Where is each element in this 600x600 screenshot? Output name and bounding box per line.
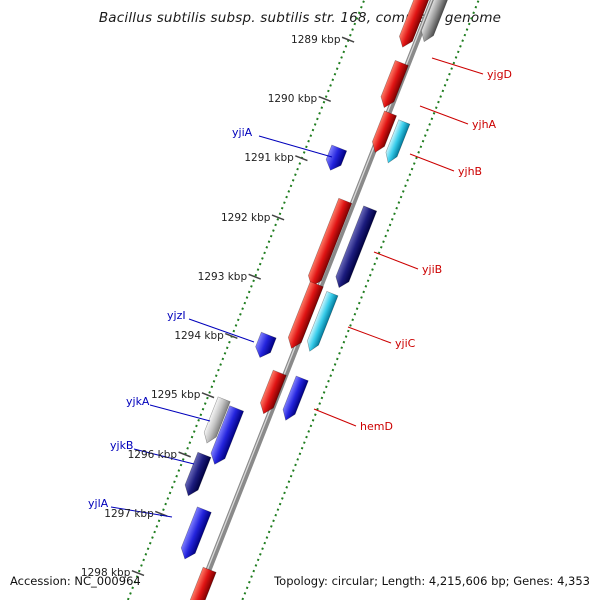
gene-arrow-yjkA[interactable]	[201, 396, 231, 445]
leader-line-yjhB	[409, 153, 455, 172]
gene-label-yjzI[interactable]: yjzI	[167, 309, 186, 322]
gene-label-hemD[interactable]: hemD	[360, 420, 393, 433]
leader-line-yjiA	[258, 135, 333, 158]
topology-text: Topology: circular; Length: 4,215,606 bp…	[274, 574, 590, 588]
gene-arrow-hemD[interactable]	[257, 369, 287, 416]
ruler-tick	[225, 332, 238, 340]
ruler-label: 1292 kbp	[221, 211, 271, 224]
genome-track	[108, 0, 489, 600]
gene-label-yjhA[interactable]: yjhA	[472, 118, 497, 131]
ruler-tick	[131, 569, 145, 577]
status-bar: Accession: NC_000964 Topology: circular;…	[0, 574, 600, 588]
ruler-tick	[201, 392, 215, 399]
gene-arrow-yjkB[interactable]	[182, 451, 212, 498]
gene-label-yjiC[interactable]: yjiC	[395, 337, 416, 350]
ruler-label: 1289 kbp	[291, 33, 341, 46]
leader-line-hemD	[313, 408, 357, 427]
leader-line-yjzI	[188, 318, 255, 343]
gene-arrow-yjiA[interactable]	[323, 144, 348, 173]
genome-title: Bacillus subtilis subsp. subtilis str. 1…	[98, 10, 502, 26]
gene-arrow[interactable]	[418, 0, 453, 44]
ruler-label: 1296 kbp	[127, 448, 178, 461]
leader-line-yjgD	[431, 57, 484, 75]
ruler-label: 1295 kbp	[150, 389, 201, 402]
ruler-label: 1294 kbp	[174, 330, 224, 343]
gene-arrow-yjhA[interactable]	[378, 59, 409, 110]
gene-label-yjgD[interactable]: yjgD	[487, 68, 513, 81]
ruler-label: 1291 kbp	[244, 152, 294, 165]
gene-arrow[interactable]	[333, 205, 378, 290]
ruler-tick	[295, 155, 308, 162]
gene-arrow-yjhB[interactable]	[369, 110, 397, 155]
gene-label-yjkB[interactable]: yjkB	[110, 439, 134, 452]
gene-label-yjiA[interactable]: yjiA	[232, 126, 253, 139]
gene-arrow[interactable]	[208, 405, 245, 467]
ruler-tick	[271, 214, 285, 221]
gene-arrow-yjlA[interactable]	[178, 506, 212, 562]
leader-line-yjkA	[149, 404, 211, 422]
gene-arrow[interactable]	[185, 566, 217, 600]
gene-arrow[interactable]	[280, 375, 309, 423]
leader-line-yjiC	[347, 326, 392, 344]
leader-line-yjkB	[133, 448, 195, 465]
ruler-label: 1290 kbp	[267, 93, 318, 106]
gene-arrow-yjzI[interactable]	[253, 331, 277, 360]
gene-arrow[interactable]	[383, 119, 411, 165]
gene-arrow[interactable]	[304, 290, 339, 353]
ruler-label: 1293 kbp	[197, 270, 248, 283]
gene-arrow-yjiC[interactable]	[285, 281, 324, 351]
ruler-tick	[318, 95, 332, 102]
ruler-tick	[178, 451, 191, 458]
gene-arrow-yjgD[interactable]	[396, 0, 433, 50]
ruler-label: 1297 kbp	[104, 507, 154, 520]
gene-label-yjlA[interactable]: yjlA	[88, 497, 109, 510]
gene-arrow-yjiB[interactable]	[305, 197, 353, 289]
ruler-tick	[248, 273, 262, 280]
leader-line-yjiB	[373, 251, 419, 270]
ruler-tick	[154, 510, 168, 517]
gene-label-yjhB[interactable]: yjhB	[458, 165, 483, 178]
gene-label-yjkA[interactable]: yjkA	[126, 395, 150, 408]
gene-label-yjiB[interactable]: yjiB	[422, 263, 443, 276]
ruler-tick	[341, 36, 355, 43]
accession-text: Accession: NC_000964	[10, 574, 141, 588]
right-dotted-guide	[207, 0, 489, 600]
left-dotted-guide	[108, 0, 390, 600]
ruler-label: 1298 kbp	[80, 567, 131, 580]
leader-line-yjhA	[419, 105, 469, 125]
leader-line-yjlA	[110, 506, 173, 518]
